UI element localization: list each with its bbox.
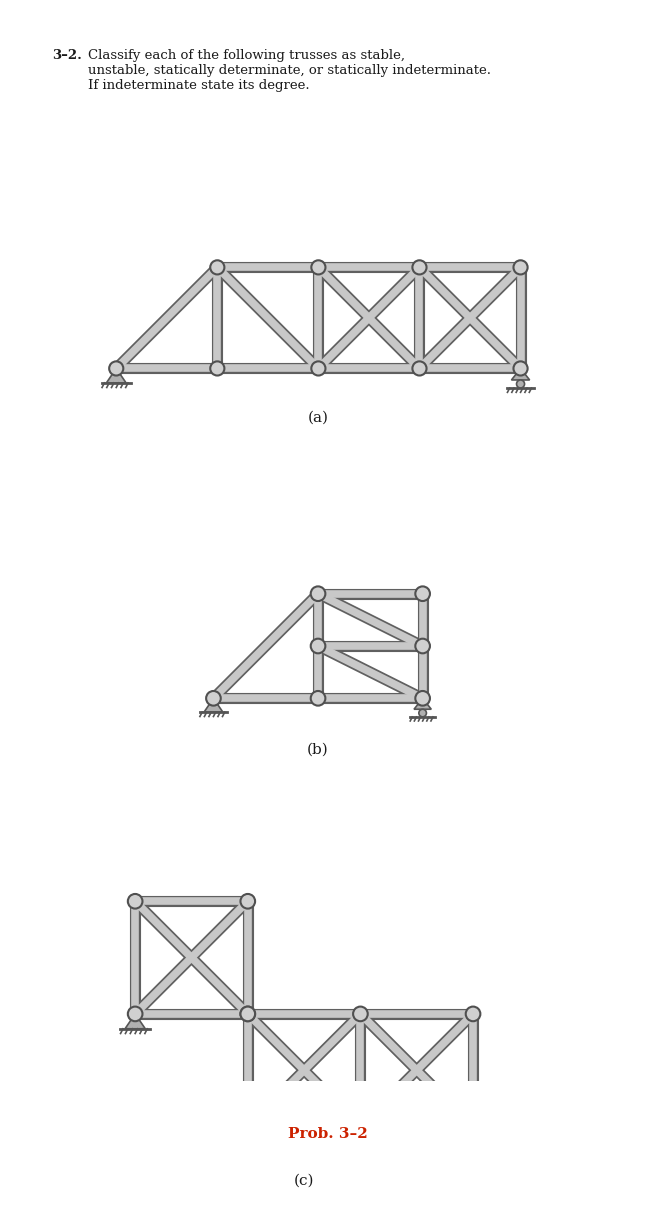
Text: 3–2.: 3–2. xyxy=(52,49,82,61)
Circle shape xyxy=(240,893,255,908)
Circle shape xyxy=(311,639,325,654)
Circle shape xyxy=(415,691,430,705)
Text: (a): (a) xyxy=(308,410,329,425)
Circle shape xyxy=(413,361,426,376)
Circle shape xyxy=(240,1007,255,1021)
Circle shape xyxy=(206,691,221,705)
Circle shape xyxy=(419,709,426,717)
Text: Classify each of the following trusses as stable,
unstable, statically determina: Classify each of the following trusses a… xyxy=(88,49,491,92)
Polygon shape xyxy=(464,1127,482,1138)
Text: Prob. 3–2: Prob. 3–2 xyxy=(288,1127,368,1141)
Circle shape xyxy=(311,361,325,376)
Circle shape xyxy=(415,586,430,601)
Polygon shape xyxy=(204,698,223,712)
Circle shape xyxy=(469,1138,477,1147)
Polygon shape xyxy=(106,369,126,383)
Circle shape xyxy=(514,361,528,376)
Circle shape xyxy=(210,361,225,376)
Circle shape xyxy=(109,361,124,376)
Circle shape xyxy=(311,691,325,705)
Polygon shape xyxy=(511,369,530,380)
Circle shape xyxy=(413,261,426,274)
Circle shape xyxy=(415,639,430,654)
Circle shape xyxy=(240,1120,255,1134)
Circle shape xyxy=(353,1007,368,1021)
Text: (b): (b) xyxy=(307,742,329,756)
Circle shape xyxy=(128,893,143,908)
Circle shape xyxy=(210,261,225,274)
Polygon shape xyxy=(414,698,431,709)
Circle shape xyxy=(514,261,528,274)
Circle shape xyxy=(311,586,325,601)
Circle shape xyxy=(128,1007,143,1021)
Polygon shape xyxy=(125,1014,145,1029)
Circle shape xyxy=(353,1120,368,1134)
Text: (c): (c) xyxy=(294,1174,314,1188)
Circle shape xyxy=(466,1007,480,1021)
Circle shape xyxy=(240,1007,255,1021)
Circle shape xyxy=(466,1120,480,1134)
Circle shape xyxy=(516,380,524,388)
Circle shape xyxy=(311,261,325,274)
